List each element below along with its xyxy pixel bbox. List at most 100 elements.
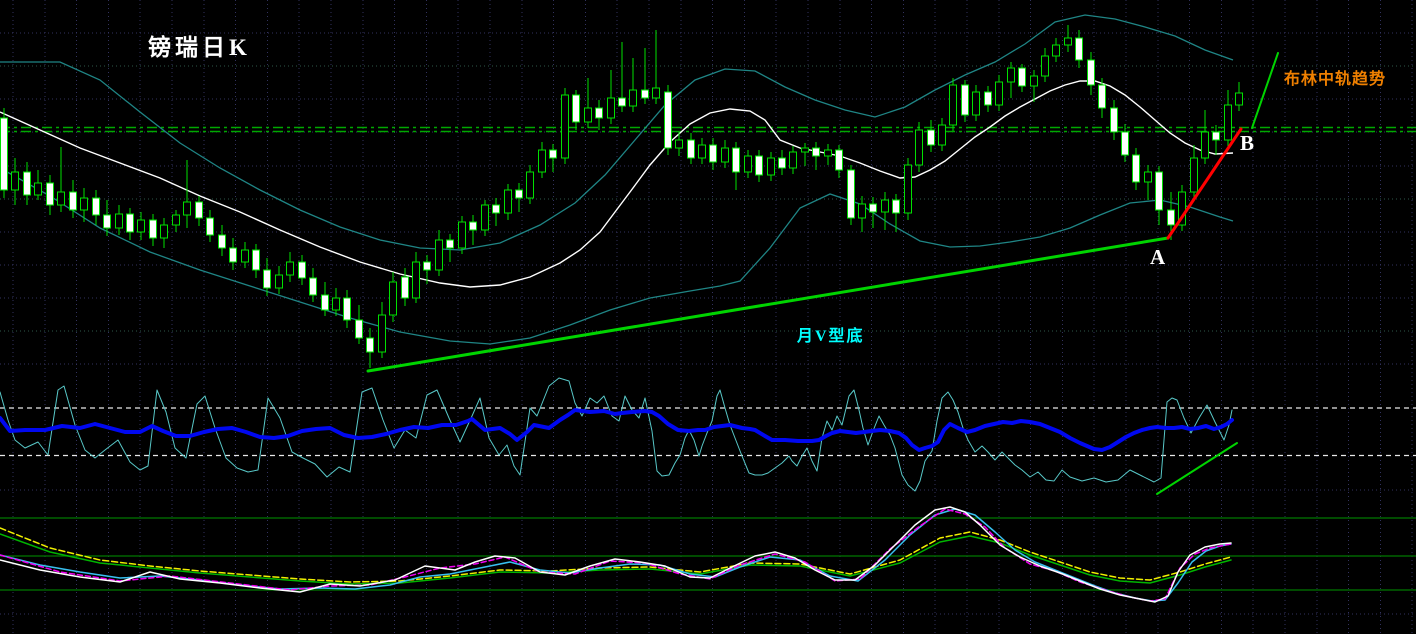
candle-bull <box>332 297 340 311</box>
bollinger-note: 布林中轨趋势 <box>1284 71 1387 88</box>
candles-layer <box>0 25 1243 368</box>
candle-bear <box>927 129 935 146</box>
candle-bear <box>126 213 134 233</box>
candle-bull <box>389 281 397 316</box>
candle-bear <box>401 276 409 299</box>
candle-bull <box>972 91 980 116</box>
candle-bull <box>949 84 957 126</box>
candle-bull <box>561 94 569 159</box>
slow-green <box>0 533 1232 585</box>
candle-bull <box>1144 171 1152 183</box>
candle-bull <box>1190 157 1198 193</box>
candle-bull <box>789 151 797 169</box>
candle-bear <box>812 147 820 157</box>
candle-bear <box>1110 107 1118 133</box>
candle-bull <box>481 204 489 231</box>
candle-bear <box>229 247 237 263</box>
candle-bull <box>80 197 88 211</box>
candle-bull <box>824 149 832 157</box>
candle-bull <box>1030 75 1038 87</box>
candle-bear <box>309 277 317 296</box>
candle-bear <box>515 189 523 199</box>
candle-bull <box>801 147 809 153</box>
candle-bull <box>11 171 19 191</box>
candle-bear <box>46 182 54 206</box>
candle-bear <box>23 171 31 196</box>
candle-bear <box>595 107 603 119</box>
candle-bear <box>149 219 157 239</box>
candle-bull <box>607 97 615 119</box>
candle-bull <box>1052 44 1060 57</box>
v-bottom-note: 月V型底 <box>797 328 865 345</box>
candle-bull <box>526 171 534 199</box>
candle-bear <box>892 199 900 214</box>
candle-bull <box>1064 37 1072 46</box>
candle-bull <box>721 147 729 163</box>
candle-bull <box>1201 131 1209 159</box>
candle-bull <box>904 164 912 214</box>
candle-bear <box>1167 209 1175 226</box>
ab-rally-line <box>1166 127 1243 240</box>
candle-bear <box>218 234 226 249</box>
bollinger-upper-band <box>0 14 1234 251</box>
candle-bear <box>206 217 214 236</box>
candle-bull <box>435 239 443 271</box>
candle-bear <box>1155 171 1163 211</box>
candle-bear <box>298 261 306 279</box>
candle-bull <box>160 224 168 239</box>
candle-bear <box>1121 131 1129 156</box>
candle-bull <box>183 201 191 216</box>
candle-bull <box>458 221 466 249</box>
candle-bull <box>538 149 546 173</box>
candle-bear <box>343 297 351 321</box>
candle-bear <box>492 204 500 214</box>
candle-bull <box>1178 191 1186 226</box>
candle-bear <box>69 191 77 211</box>
candle-bull <box>767 157 775 176</box>
candle-bear <box>469 221 477 231</box>
candle-bull <box>1235 92 1243 106</box>
candle-bear <box>641 89 649 99</box>
candle-bear <box>423 261 431 271</box>
oscillator-support-line <box>1156 442 1238 495</box>
candle-bear <box>195 201 203 219</box>
candle-bear <box>572 94 580 123</box>
candle-bear <box>549 149 557 159</box>
candle-bear <box>732 147 740 173</box>
candle-bear <box>778 157 786 169</box>
candle-bear <box>321 294 329 311</box>
candle-bull <box>629 89 637 107</box>
candle-bull <box>938 124 946 146</box>
candle-bull <box>584 107 592 123</box>
candle-bear <box>1018 67 1026 87</box>
candle-bear <box>263 269 271 289</box>
point-b: B <box>1240 131 1255 155</box>
bollinger-lower-band <box>0 167 1234 345</box>
support-trendline <box>366 236 1170 373</box>
candle-bear <box>869 203 877 213</box>
candle-bull <box>744 155 752 173</box>
signal-thick-blue <box>0 408 1234 452</box>
candle-bull <box>675 139 683 149</box>
candle-bear <box>355 319 363 339</box>
candle-bull <box>412 261 420 299</box>
candle-bull <box>1007 67 1015 83</box>
point-a: A <box>1150 245 1166 269</box>
candle-bear <box>1132 154 1140 183</box>
candle-bear <box>1075 37 1083 61</box>
candle-bear <box>618 97 626 107</box>
candle-bull <box>1041 55 1049 77</box>
candle-bull <box>241 249 249 263</box>
candle-bear <box>835 149 843 171</box>
candle-bear <box>1087 59 1095 86</box>
candle-bull <box>858 203 866 219</box>
candle-bear <box>755 155 763 176</box>
candle-bull <box>995 81 1003 106</box>
candle-bear <box>1098 84 1106 109</box>
candle-bear <box>687 139 695 159</box>
candle-bull <box>57 191 65 206</box>
chart-title: 镑瑞日K <box>148 35 251 60</box>
fast-thin-cyan <box>0 377 1233 492</box>
